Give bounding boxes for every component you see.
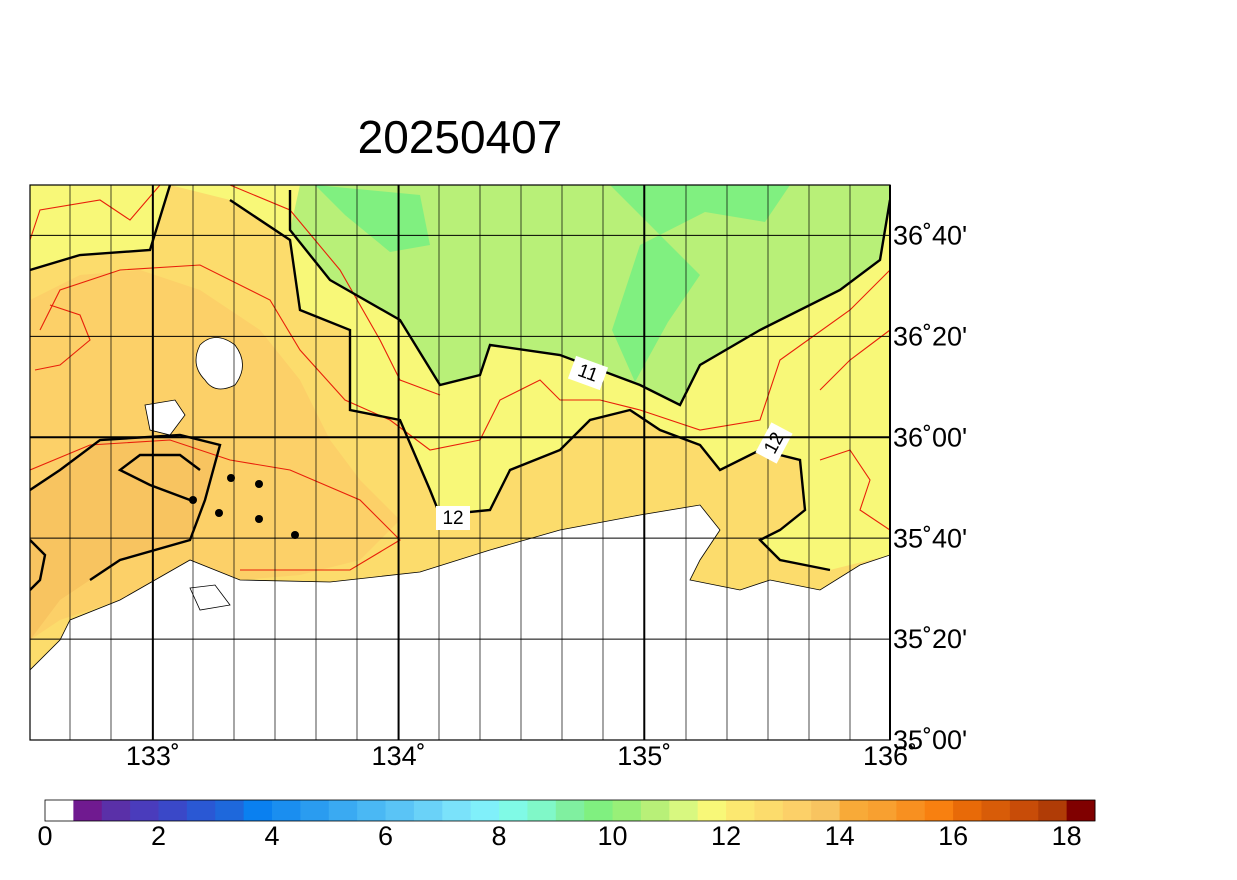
colorbar-swatch [924,800,954,821]
colorbar-swatch [555,800,585,821]
label-box [436,506,470,530]
lon-label: 133˚ [126,741,180,771]
stations [189,474,299,539]
island [189,584,231,611]
colorbar-label: 8 [492,821,507,851]
colorbar-swatch [612,800,642,821]
colorbar-swatch [300,800,330,821]
label-box [755,422,793,464]
lon-label: 136˚ [863,741,917,771]
isotherms [30,185,890,591]
label-box [567,355,609,391]
colorbar-label: 6 [378,821,393,851]
colorbar-swatch [1038,800,1068,821]
colorbar-swatch [186,800,216,821]
colorbar-swatch [839,800,869,821]
colorbar-swatch [896,800,926,821]
colorbar-swatch [640,800,670,821]
colorbar-swatch [697,800,727,821]
colorbar-swatch [953,800,982,821]
colorbar-swatch [243,800,273,821]
map-frame [29,184,891,741]
colorbar-swatch [1009,800,1039,821]
minor-graticule [69,185,851,740]
colorbar-swatch [669,800,699,821]
title: 20250407 [358,111,563,163]
lat-label: 35˚20' [893,624,967,654]
contour-labels: 11 12 12 [436,355,793,530]
lat-label: 35˚40' [893,523,967,553]
colorbar-swatch [73,800,103,821]
colorbar-swatch [981,800,1011,821]
colorbar-swatch [527,800,557,821]
lon-label: 134˚ [372,741,426,771]
colorbar-swatch [357,800,387,821]
colorbar-swatch [385,800,415,821]
colorbar-label: 2 [151,821,166,851]
lon-label: 135˚ [617,741,671,771]
colorbar-swatch [470,800,500,821]
colorbar-swatch [101,800,131,821]
colorbar-swatch [158,800,188,821]
colorbar-swatch [754,800,784,821]
lat-label: 36˚40' [893,221,967,251]
colorbar-label: 12 [711,821,741,851]
colorbar-label: 16 [938,821,968,851]
contour-label: 12 [442,508,463,529]
map-field: 11 12 12 [30,185,890,740]
colorbar-label: 18 [1052,821,1082,851]
colorbar-label: 4 [265,821,280,851]
lat-label: 36˚20' [893,321,967,351]
colorbar-swatch [328,800,358,821]
colorbar-swatch [45,800,74,821]
warmest-region [30,435,220,640]
colorbar-swatch [726,800,755,821]
colorbar-swatch [811,800,841,821]
colorbar-swatch [215,800,245,821]
island [195,337,243,390]
colorbar-swatch [442,800,472,821]
colorbar-swatch [867,800,897,821]
colorbar-swatch [413,800,443,821]
colorbar-swatch [1066,800,1096,821]
colorbar-swatch [272,800,301,821]
colorbar-frame [44,799,1096,822]
cold-region [610,185,790,382]
island [144,399,186,436]
graticule [30,185,891,741]
colorbar-swatch [782,800,812,821]
land [30,504,890,740]
colorbar-swatch [499,800,528,821]
lat-label: 36˚00' [893,422,967,452]
cool-region [290,185,890,405]
isotherms-half [30,185,890,571]
colorbar-swatch [130,800,160,821]
lat-label: 35˚00' [893,725,967,755]
colorbar-label: 10 [598,821,628,851]
colorbar-label: 0 [37,821,52,851]
colorbar-label: 14 [825,821,855,851]
colorbar-swatch [584,800,614,821]
